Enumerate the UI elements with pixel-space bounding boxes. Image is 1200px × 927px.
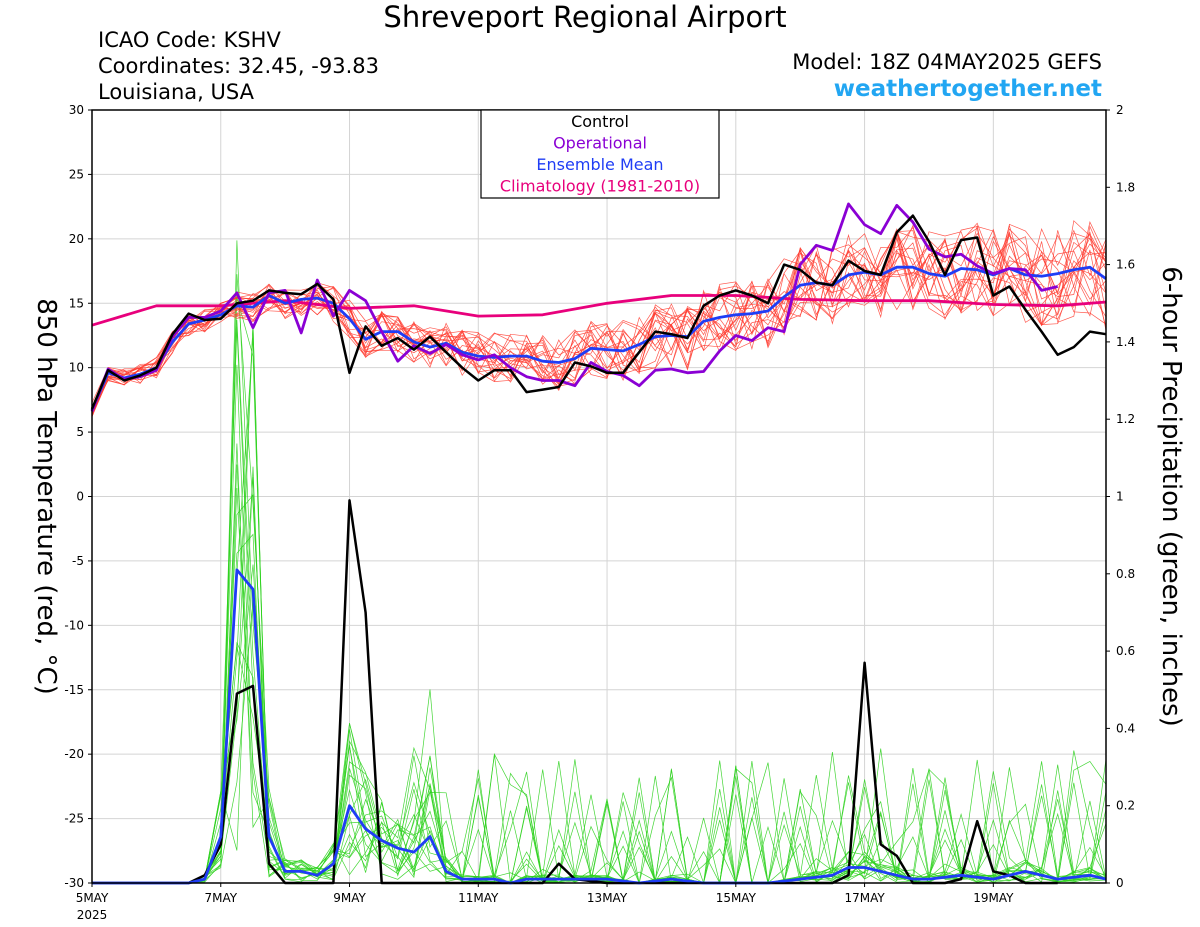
model-run: Model: 18Z 04MAY2025 GEFS [792,50,1102,74]
x-tick-label: 7MAY [204,891,237,905]
y-right-tick-label: 0.4 [1116,721,1135,735]
y-right-tick-label: 2 [1116,103,1124,117]
x-tick-label: 9MAY [333,891,366,905]
temperature-operational-line [90,202,1059,412]
series-lines [90,202,1107,885]
temperature-member-line [91,231,1107,410]
legend: Control Operational Ensemble Mean Climatolo… [480,109,720,199]
y-right-tick-label: 1.8 [1116,180,1135,194]
legend-entry: Control [571,112,629,131]
y-left-tick-label: 10 [69,361,84,375]
y-left-tick-label: 30 [69,103,84,117]
precip-member-line [92,464,1107,884]
y-right-tick-label: 0.8 [1116,567,1135,581]
temperature-ensemble-mean-line [90,265,1107,411]
legend-box [480,109,720,199]
y-right-axis-title: 6-hour Precipitation (green, inches) [1156,266,1186,726]
y-left-tick-label: -15 [64,683,84,697]
x-tick-label: 11MAY [458,891,499,905]
y-right-tick-label: 0.6 [1116,644,1135,658]
x-tick-label: 15MAY [716,891,757,905]
y-left-tick-label: -5 [72,554,84,568]
precip-ensemble-mean-line [92,568,1107,885]
legend-entry: Operational [553,134,647,153]
y-left-tick-label: -10 [64,618,84,632]
temperature-members [91,220,1107,418]
y-left-tick-label: -30 [64,876,84,890]
x-tick-label: 17MAY [844,891,885,905]
y-right-tick-label: 1.6 [1116,258,1135,272]
y-left-tick-label: 0 [76,490,84,504]
y-right-tick-label: 0.2 [1116,799,1135,813]
y-right-tick-label: 1.2 [1116,412,1135,426]
y-left-tick-label: 20 [69,232,84,246]
coordinates: Coordinates: 32.45, -93.83 [98,54,379,78]
legend-entry: Climatology (1981-2010) [500,177,700,196]
precip-member-line [92,240,1107,884]
temperature-control-line [90,214,1107,410]
site-link[interactable]: weathertogether.net [833,76,1102,102]
y-right-tick-label: 0 [1116,876,1124,890]
precip-member-line [92,296,1107,884]
precip-member-line [92,466,1107,884]
location: Louisiana, USA [98,80,254,104]
y-left-tick-label: 25 [69,167,84,181]
x-tick-label: 5MAY [76,891,109,905]
legend-entry: Ensemble Mean [536,155,663,174]
y-left-tick-label: -20 [64,747,84,761]
y-right-tick-label: 1 [1116,490,1124,504]
temperature-member-line [91,228,1107,410]
precip-members [92,240,1107,885]
icao-code: ICAO Code: KSHV [98,28,281,52]
y-left-tick-label: 15 [69,296,84,310]
temperature-member-line [91,221,1107,417]
x-year-label: 2025 [77,908,108,922]
axes: 302520151050-5-10-15-20-25-3021.81.61.41… [31,103,1186,922]
x-tick-label: 19MAY [973,891,1014,905]
chart-title: Shreveport Regional Airport [383,0,787,34]
y-left-tick-label: 5 [76,425,84,439]
temperature-member-line [91,225,1107,416]
y-left-axis-title: 850 hPa Temperature (red, °C) [31,298,61,695]
x-tick-label: 13MAY [587,891,628,905]
temperature-member-line [91,223,1107,416]
y-left-tick-label: -25 [64,812,84,826]
y-right-tick-label: 1.4 [1116,335,1135,349]
